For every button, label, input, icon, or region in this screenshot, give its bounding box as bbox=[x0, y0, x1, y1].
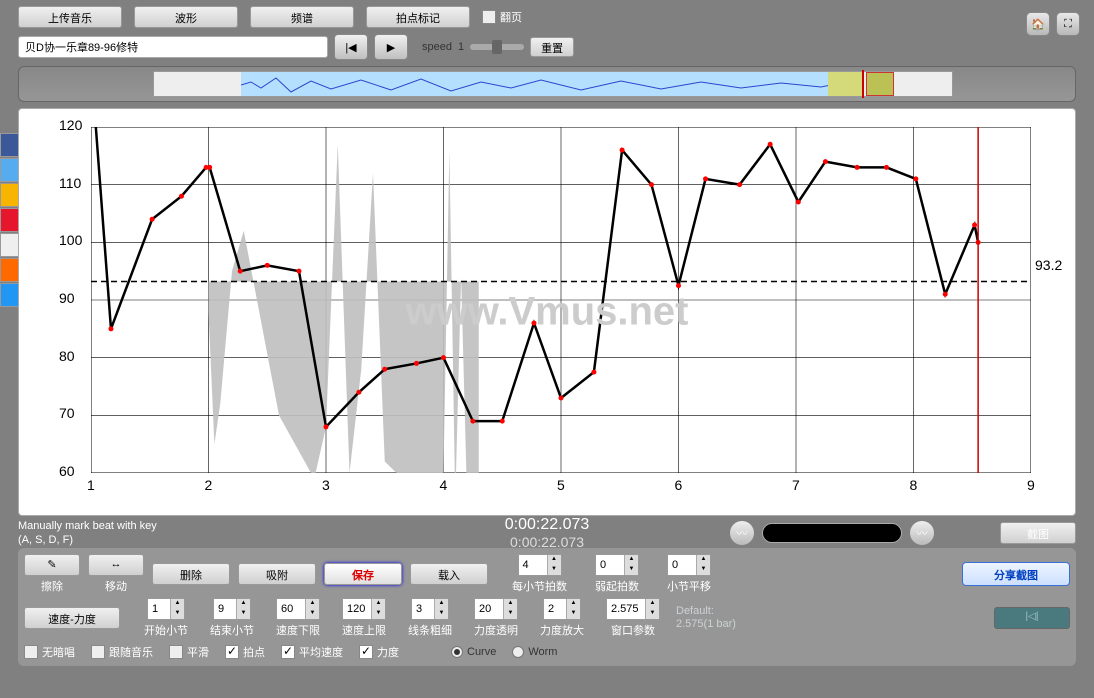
save-button[interactable]: 保存 bbox=[324, 563, 402, 585]
x-tick-label: 4 bbox=[440, 477, 448, 493]
wave-view-a-icon[interactable]: 〰 bbox=[730, 521, 754, 545]
end-bar-label: 结束小节 bbox=[210, 622, 254, 638]
hint-line2: (A, S, D, F) bbox=[18, 533, 157, 547]
x-tick-label: 1 bbox=[87, 477, 95, 493]
smooth-checkbox[interactable]: 平滑 bbox=[169, 644, 209, 660]
prev-button[interactable]: |◀ bbox=[334, 34, 368, 60]
end-bar-input[interactable]: 9▲▼ bbox=[213, 598, 251, 620]
speed-reset-button[interactable]: 重置 bbox=[530, 37, 574, 57]
line-width-input[interactable]: 3▲▼ bbox=[411, 598, 449, 620]
x-tick-label: 9 bbox=[1027, 477, 1035, 493]
worm-radio[interactable]: Worm bbox=[512, 646, 557, 658]
curve-radio[interactable]: Curve bbox=[451, 646, 496, 658]
x-tick-label: 7 bbox=[792, 477, 800, 493]
beat-marker-button[interactable]: 拍点标记 bbox=[366, 6, 470, 28]
pickup-beats-input[interactable]: 0▲▼ bbox=[595, 554, 639, 576]
filename-input[interactable] bbox=[18, 36, 328, 58]
load-button[interactable]: 载入 bbox=[410, 563, 488, 585]
avg-tempo-checkbox[interactable]: 平均速度 bbox=[281, 644, 343, 660]
beat-dot-checkbox[interactable]: 拍点 bbox=[225, 644, 265, 660]
reference-value: 93.2 bbox=[1035, 257, 1077, 273]
start-bar-input[interactable]: 1▲▼ bbox=[147, 598, 185, 620]
play-window-button[interactable]: |◁| bbox=[994, 607, 1070, 629]
window-param-input[interactable]: 2.575▲▼ bbox=[606, 598, 660, 620]
mini-wave-meter bbox=[762, 523, 902, 543]
window-param-label: 窗口参数 bbox=[611, 622, 655, 638]
move-label: 移动 bbox=[105, 578, 127, 594]
timecode-2: 0:00:22.073 bbox=[505, 534, 590, 550]
loudness-checkbox[interactable]: 力度 bbox=[359, 644, 399, 660]
bar-offset-label: 小节平移 bbox=[667, 578, 711, 594]
speed-label: speed bbox=[422, 41, 452, 53]
upload-music-button[interactable]: 上传音乐 bbox=[18, 6, 122, 28]
hint-line1: Manually mark beat with key bbox=[18, 519, 157, 533]
timecode-1: 0:00:22.073 bbox=[505, 516, 590, 534]
tempo-max-input[interactable]: 120▲▼ bbox=[342, 598, 386, 620]
beats-per-bar-input[interactable]: 4▲▼ bbox=[518, 554, 562, 576]
waveform-overview[interactable] bbox=[18, 66, 1076, 102]
y-tick-label: 60 bbox=[59, 463, 75, 479]
opacity-input[interactable]: 20▲▼ bbox=[474, 598, 518, 620]
home-icon[interactable]: 🏠 bbox=[1026, 12, 1050, 36]
nodark-checkbox[interactable]: 无暗唱 bbox=[24, 644, 75, 660]
pickup-beats-label: 弱起拍数 bbox=[595, 578, 639, 594]
tempo-min-input[interactable]: 60▲▼ bbox=[276, 598, 320, 620]
loud-scale-label: 力度放大 bbox=[540, 622, 584, 638]
start-bar-label: 开始小节 bbox=[144, 622, 188, 638]
erase-button[interactable]: ✎ bbox=[24, 554, 80, 576]
opacity-label: 力度透明 bbox=[474, 622, 518, 638]
follow-music-checkbox[interactable]: 跟随音乐 bbox=[91, 644, 153, 660]
x-tick-label: 3 bbox=[322, 477, 330, 493]
y-tick-label: 110 bbox=[59, 175, 81, 191]
wave-view-b-icon[interactable]: 〰 bbox=[910, 521, 934, 545]
play-button[interactable]: ▶ bbox=[374, 34, 408, 60]
y-tick-label: 100 bbox=[59, 232, 82, 248]
y-tick-label: 90 bbox=[59, 290, 75, 306]
line-width-label: 线条粗细 bbox=[408, 622, 452, 638]
spectrum-button[interactable]: 频谱 bbox=[250, 6, 354, 28]
delete-button[interactable]: 删除 bbox=[152, 563, 230, 585]
page-turn-checkbox[interactable]: 翻页 bbox=[482, 9, 522, 25]
beats-per-bar-label: 每小节拍数 bbox=[512, 578, 567, 594]
bar-offset-input[interactable]: 0▲▼ bbox=[667, 554, 711, 576]
tempo-chart[interactable]: www.Vmus.net 93.2 6070809010011012012345… bbox=[18, 108, 1076, 516]
tempo-loudness-button[interactable]: 速度-力度 bbox=[24, 607, 120, 629]
x-tick-label: 6 bbox=[675, 477, 683, 493]
y-tick-label: 120 bbox=[59, 117, 82, 133]
fullscreen-icon[interactable]: ⛶ bbox=[1056, 12, 1080, 36]
loud-scale-input[interactable]: 2▲▼ bbox=[543, 598, 581, 620]
speed-value: 1 bbox=[458, 41, 464, 53]
page-turn-label: 翻页 bbox=[500, 9, 522, 25]
y-tick-label: 70 bbox=[59, 405, 75, 421]
snap-button[interactable]: 吸附 bbox=[238, 563, 316, 585]
screenshot-button[interactable]: 截图 bbox=[1000, 522, 1076, 544]
default-label: Default:2.575(1 bar) bbox=[676, 605, 736, 631]
x-tick-label: 2 bbox=[205, 477, 213, 493]
x-tick-label: 8 bbox=[910, 477, 918, 493]
waveform-button[interactable]: 波形 bbox=[134, 6, 238, 28]
move-button[interactable]: ↔ bbox=[88, 554, 144, 576]
speed-slider[interactable] bbox=[470, 44, 524, 50]
erase-label: 擦除 bbox=[41, 578, 63, 594]
tempo-min-label: 速度下限 bbox=[276, 622, 320, 638]
tempo-max-label: 速度上限 bbox=[342, 622, 386, 638]
y-tick-label: 80 bbox=[59, 348, 75, 364]
share-screenshot-button[interactable]: 分享截图 bbox=[962, 562, 1070, 586]
x-tick-label: 5 bbox=[557, 477, 565, 493]
